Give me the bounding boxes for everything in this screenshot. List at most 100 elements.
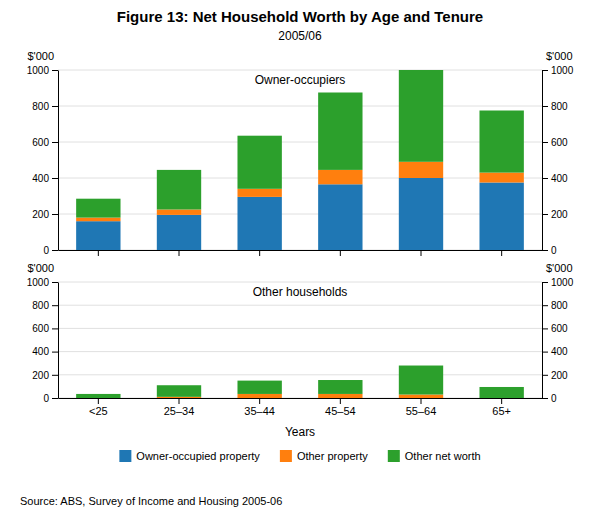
x-tick-line: [98, 398, 99, 404]
y-tick: 1000: [542, 65, 574, 76]
x-tick-line: [501, 250, 502, 256]
y-tick-label: 1000: [27, 277, 50, 288]
grid-line: [58, 328, 542, 329]
x-tick-line: [259, 250, 260, 256]
x-tick: [98, 250, 99, 256]
bar-segment: [157, 385, 201, 397]
grid-line: [58, 398, 542, 399]
bar-segment: [479, 387, 523, 398]
bar-segment: [237, 136, 281, 189]
y-axis-label: $'000: [546, 50, 573, 62]
bar-series: [76, 70, 524, 218]
x-tick-line: [98, 250, 99, 256]
axis-domain: [542, 283, 543, 399]
y-tick: 400: [32, 173, 58, 184]
y-tick-line: [52, 282, 58, 283]
y-tick-label: 1000: [551, 65, 574, 76]
y-tick-line: [52, 328, 58, 329]
y-tick-line: [52, 142, 58, 143]
x-axis-label: Years: [285, 425, 315, 439]
x-tick-line: [259, 398, 260, 404]
grid-line: [58, 214, 542, 215]
y-tick-label: 600: [551, 323, 568, 334]
x-tick: 45–54: [325, 398, 356, 417]
bar-segment: [399, 162, 443, 178]
y-tick-label: 200: [32, 370, 49, 381]
bar-segment: [237, 381, 281, 394]
subtitle: 2005/06: [278, 29, 322, 43]
y-tick: 0: [43, 245, 58, 256]
y-tick-label: 400: [551, 173, 568, 184]
bar-segment: [318, 380, 362, 394]
bar-series: [76, 178, 524, 250]
bar-segment: [479, 111, 523, 173]
grid: [58, 70, 542, 250]
y-tick: 1000: [27, 277, 58, 288]
x-tick-line: [421, 398, 422, 404]
source-note: Source: ABS, Survey of Income and Housin…: [20, 495, 282, 507]
y-tick-label: 400: [32, 346, 49, 357]
y-tick-line: [542, 328, 548, 329]
legend-swatch: [119, 450, 131, 462]
x-tick-label: 35–44: [244, 405, 275, 417]
legend-item: Other net worth: [388, 450, 481, 462]
bar-segment: [237, 189, 281, 197]
bar-segment: [318, 394, 362, 398]
bar-segment: [76, 218, 120, 222]
grid-line: [58, 250, 542, 251]
y-tick-line: [52, 352, 58, 353]
x-tick-line: [179, 398, 180, 404]
y-tick-line: [542, 178, 548, 179]
y-tick: 600: [542, 137, 568, 148]
y-axis-left: 02004006008001000: [27, 65, 59, 256]
legend-item: Other property: [280, 450, 368, 462]
y-tick: 800: [32, 101, 58, 112]
x-tick-line: [179, 250, 180, 256]
panel-label: Owner-occupiers: [255, 73, 346, 87]
y-axis-label: $'000: [27, 50, 54, 62]
y-tick-line: [542, 352, 548, 353]
y-tick-label: 0: [43, 393, 49, 404]
legend-swatch: [388, 450, 400, 462]
y-tick-line: [542, 106, 548, 107]
bars: [76, 70, 524, 250]
axis-domain: [542, 71, 543, 251]
panel: <2525–3435–4445–5455–6465+02004006008001…: [27, 262, 574, 439]
y-tick-label: 0: [551, 393, 557, 404]
bar-segment: [157, 170, 201, 210]
bar-segment: [237, 197, 281, 250]
x-tick-label: 45–54: [325, 405, 356, 417]
x-tick: [340, 250, 341, 256]
y-tick: 1000: [27, 65, 58, 76]
title: Figure 13: Net Household Worth by Age an…: [117, 8, 483, 25]
grid-line: [58, 142, 542, 143]
x-tick-line: [421, 250, 422, 256]
y-tick-label: 0: [551, 245, 557, 256]
grid-line: [58, 106, 542, 107]
y-tick-label: 600: [32, 323, 49, 334]
y-tick-label: 800: [32, 101, 49, 112]
bar-segment: [76, 199, 120, 218]
y-tick: 0: [542, 245, 557, 256]
bar-segment: [318, 93, 362, 170]
y-tick-line: [542, 214, 548, 215]
x-tick: 65+: [492, 398, 511, 417]
y-tick: 800: [32, 300, 58, 311]
bar-segment: [237, 394, 281, 398]
axis-domain: [58, 283, 59, 399]
y-axis-label: $'000: [546, 262, 573, 274]
y-tick-label: 800: [551, 300, 568, 311]
axis-domain: [58, 71, 59, 251]
x-tick-line: [340, 398, 341, 404]
bar-segment: [157, 210, 201, 215]
y-tick: 200: [542, 370, 568, 381]
x-tick-label: 55–64: [406, 405, 437, 417]
x-axis: [59, 250, 543, 256]
legend: Owner-occupied propertyOther propertyOth…: [119, 450, 480, 462]
y-tick-label: 400: [32, 173, 49, 184]
y-tick-line: [52, 106, 58, 107]
bar-segment: [157, 397, 201, 398]
y-tick: 1000: [542, 277, 574, 288]
bars: [76, 366, 524, 398]
grid: [58, 282, 542, 398]
